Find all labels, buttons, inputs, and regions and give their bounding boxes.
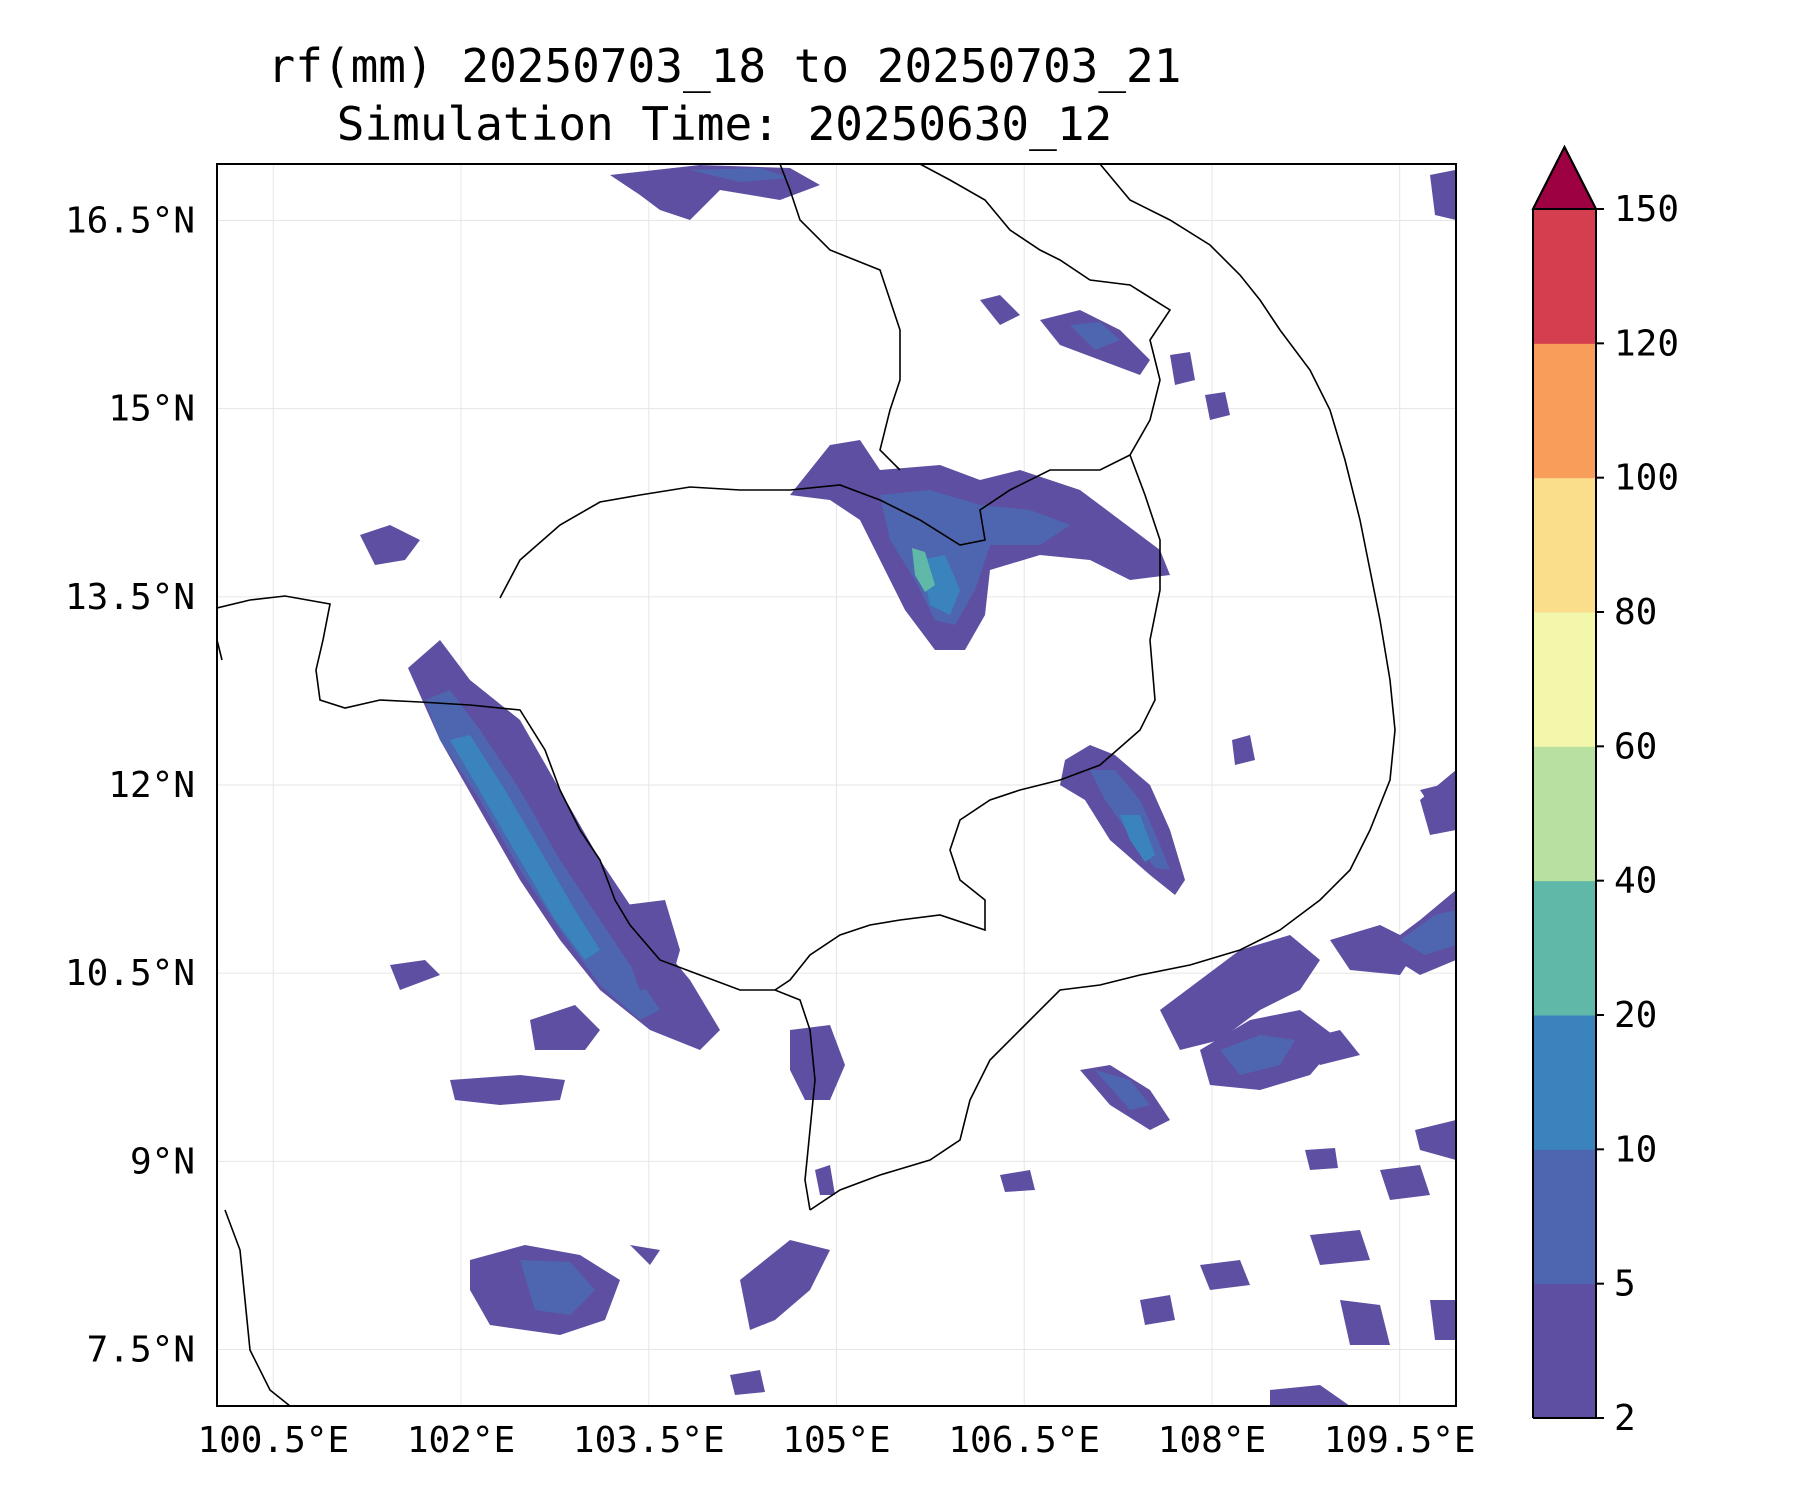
colorbar-level-label: 10 [1614, 1129, 1657, 1170]
rain-blob [1140, 1295, 1175, 1325]
vietnam-coast [809, 164, 1396, 1211]
colorbar-level-label: 2 [1614, 1398, 1636, 1439]
rain-blob [530, 1005, 600, 1050]
rain-blob [1160, 935, 1320, 1050]
rain-blob [1070, 322, 1120, 350]
rain-blob [1120, 815, 1155, 862]
colorbar-level-label: 60 [1614, 726, 1657, 767]
rain-blob [1415, 1120, 1456, 1160]
colorbar-level-label: 150 [1614, 189, 1679, 230]
rain-blob [520, 1260, 595, 1315]
rain-blob [1310, 1230, 1370, 1265]
rain-blob [1220, 1035, 1295, 1075]
rain-blob [815, 1165, 835, 1195]
colorbar-segment [1533, 477, 1596, 613]
rain-blob [1232, 735, 1255, 765]
colorbar-level-label: 80 [1614, 592, 1657, 633]
colorbar-extend-arrow [1531, 144, 1598, 210]
rain-blob [1430, 1300, 1456, 1340]
colorbar-level-label: 120 [1614, 323, 1679, 364]
rain-blob [450, 735, 600, 960]
lat-tick-label: 10.5°N [65, 953, 195, 994]
colorbar-outline [1532, 144, 1597, 1419]
longitude-ticks: 100.5°E 102°E 103.5°E 105°E 106.5°E 108°E 109.… [197, 1420, 1475, 1461]
rain-blob [625, 900, 680, 990]
rain-blob [630, 1245, 660, 1265]
lat-tick-label: 9°N [130, 1141, 195, 1182]
colorbar-level-label: 20 [1614, 995, 1657, 1036]
colorbar-level-label: 100 [1614, 458, 1679, 499]
colorbar-segment [1533, 209, 1596, 344]
cambodia-east-border [774, 454, 1161, 991]
colorbar-segment [1533, 746, 1596, 882]
lon-tick-label: 106.5°E [948, 1420, 1100, 1461]
colorbar-segment [1533, 1283, 1596, 1419]
rain-blob [790, 1025, 845, 1100]
lat-tick-label: 12°N [108, 765, 195, 806]
coastlines-borders [217, 164, 1396, 1406]
rain-blob [1095, 1070, 1150, 1110]
colorbar-segment [1533, 1149, 1596, 1285]
rain-blob [1170, 352, 1195, 385]
colorbar: 2 5 10 20 40 60 80 100 120 150 [1531, 144, 1679, 1439]
plot-title: rf(mm) 20250703_18 to 20250703_21 [267, 39, 1182, 93]
rain-blob [912, 548, 935, 592]
lon-tick-label: 105°E [782, 1420, 890, 1461]
rain-blob [1270, 1385, 1350, 1406]
rain-blob [730, 1370, 765, 1395]
rain-blob [1300, 1030, 1360, 1065]
rain-blob [1430, 170, 1456, 220]
lat-tick-label: 13.5°N [65, 577, 195, 618]
rain-blob [1340, 1300, 1390, 1345]
lon-tick-label: 108°E [1158, 1420, 1266, 1461]
plot-subtitle: Simulation Time: 20250630_12 [336, 97, 1113, 151]
lon-tick-label: 109.5°E [1324, 1420, 1476, 1461]
colorbar-level-label: 40 [1614, 861, 1657, 902]
latitude-ticks: 16.5°N 15°N 13.5°N 12°N 10.5°N 9°N 7.5°N [65, 200, 195, 1370]
lon-tick-label: 103.5°E [573, 1420, 725, 1461]
rain-blob [740, 1240, 830, 1330]
colorbar-segment [1533, 343, 1596, 479]
rain-blob [1200, 1260, 1250, 1290]
rain-blob [1205, 392, 1230, 420]
rain-blob [690, 168, 790, 182]
colorbar-segment [1533, 1015, 1596, 1150]
lat-tick-label: 16.5°N [65, 200, 195, 241]
gulf-coast [559, 789, 816, 1211]
rain-blob [1000, 1170, 1035, 1192]
map-frame [216, 163, 1457, 1407]
rain-blob [1305, 1148, 1338, 1170]
colorbar-segment [1533, 880, 1596, 1016]
west-coast [224, 1209, 291, 1406]
rain-blob [360, 525, 420, 565]
thailand-cambodia-border [217, 595, 561, 791]
lat-tick-label: 7.5°N [87, 1330, 195, 1371]
lon-tick-label: 102°E [407, 1420, 515, 1461]
rain-blob [1420, 785, 1450, 805]
laos-vietnam-border [779, 164, 901, 471]
cambodia-north-border [499, 164, 1172, 599]
rain-blob [1400, 910, 1456, 955]
rain-blob [450, 1075, 565, 1105]
colorbar-level-label: 5 [1614, 1264, 1636, 1305]
rain-blob [980, 295, 1020, 325]
colorbar-segment [1533, 612, 1596, 747]
lat-tick-label: 15°N [108, 389, 195, 430]
rain-blob [1380, 1165, 1430, 1200]
map-gridlines [217, 164, 1456, 1406]
rain-blob [390, 960, 440, 990]
lon-tick-label: 100.5°E [197, 1420, 349, 1461]
